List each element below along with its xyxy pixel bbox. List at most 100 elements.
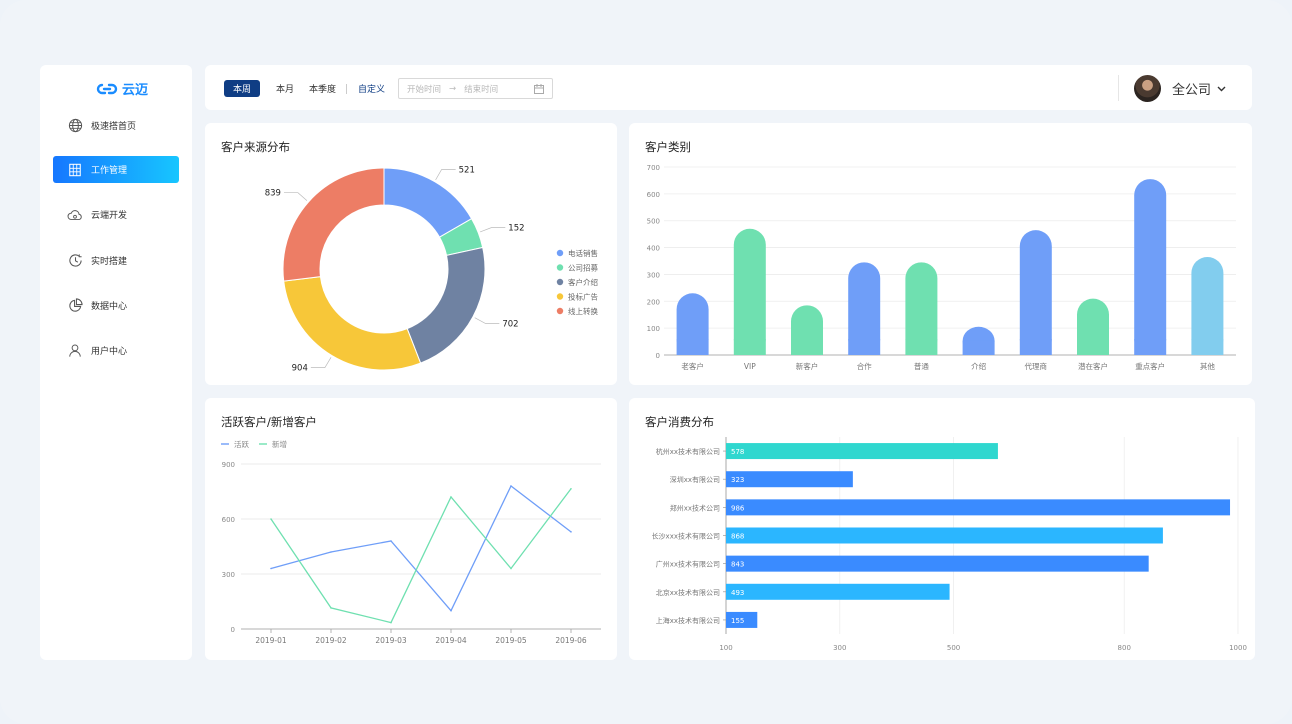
bar-base-7	[1077, 339, 1109, 355]
legend-marker-0	[556, 249, 564, 257]
bar-6	[1019, 230, 1052, 355]
bar-base-5	[962, 340, 995, 355]
x-tick-2: 新客户	[796, 361, 819, 371]
arrow-right-icon: →	[449, 83, 457, 94]
y-tick-6: 上海xx技术有限公司	[656, 616, 720, 625]
y-tick-0: 杭州xx技术有限公司	[656, 447, 720, 456]
period-this-quarter[interactable]: 本季度	[309, 85, 337, 95]
y-tick-2: 郑州xx技术公司	[670, 503, 720, 512]
sidebar-item-label: 云端开发	[91, 211, 128, 221]
start-date-input[interactable]: 开始时间	[407, 84, 442, 95]
sidebar-item-data[interactable]: 数据中心	[53, 292, 179, 319]
y-tick-4: 400	[647, 245, 660, 253]
slice-label-0: 521	[459, 165, 475, 175]
activity-line-chart: 0 300 600 900 2019-01 2019-02 2019-03 2019-04 20…	[221, 439, 601, 645]
period-this-month[interactable]: 本月	[276, 85, 295, 95]
divider	[1118, 75, 1119, 101]
x-tick-6: 代理商	[1025, 361, 1048, 371]
y-tick-2: 600	[222, 516, 235, 524]
legend-label-0: 电话销售	[568, 248, 598, 258]
slice-label-line-0	[435, 169, 456, 181]
point-0-3	[450, 609, 452, 612]
clock-icon	[67, 253, 83, 269]
sidebar-item-work[interactable]: 工作管理	[53, 156, 179, 183]
chevron-down-icon	[1217, 86, 1226, 91]
x-tick-0: 2019-01	[255, 636, 287, 645]
legend-label-1: 新增	[272, 439, 287, 449]
point-1-1	[330, 607, 332, 609]
sidebar-item-user[interactable]: 用户中心	[53, 337, 179, 364]
category-bar-chart: 0 100 200 300 400 500 600 700 老客户 VIP 新客户 合作 普通 介绍 代理商…	[647, 164, 1236, 371]
hbar-label-1: 323	[731, 476, 744, 484]
x-tick-4: 普通	[914, 361, 929, 371]
sidebar-item-label: 用户中心	[91, 347, 128, 357]
avatar[interactable]	[1134, 75, 1161, 102]
y-tick-1: 100	[647, 325, 660, 333]
bar-1	[733, 228, 766, 355]
sidebar-item-label: 数据中心	[91, 302, 128, 312]
x-tick-3: 800	[1118, 644, 1131, 652]
x-tick-5: 2019-06	[555, 636, 587, 645]
globe-icon	[67, 118, 83, 134]
y-tick-1: 深圳xx有限公司	[670, 475, 720, 484]
donut-slice-3	[283, 276, 422, 371]
hbar-3	[726, 527, 1163, 544]
hbar-label-4: 843	[731, 561, 744, 569]
y-tick-0: 0	[656, 352, 660, 360]
point-1-0	[270, 518, 272, 520]
point-1-2	[390, 621, 392, 624]
logo-icon	[96, 83, 118, 94]
card-title: 客户来源分布	[221, 140, 290, 154]
divider	[346, 84, 347, 94]
period-this-week[interactable]: 本周	[224, 80, 261, 97]
hbar-1	[726, 471, 853, 488]
end-date-input[interactable]: 结束时间	[464, 84, 499, 95]
slice-label-1: 152	[508, 224, 524, 234]
bar-4	[905, 262, 938, 355]
sidebar-item-cloud[interactable]: 云端开发	[53, 201, 179, 228]
spending-bar-chart: 100 300 500 800 1000 杭州xx技术有限公司 578 深圳xx有限公司 323…	[652, 437, 1247, 652]
y-tick-2: 200	[647, 298, 660, 306]
logo[interactable]: 云迈	[96, 79, 148, 98]
point-0-0	[270, 567, 272, 570]
hbar-label-5: 493	[731, 589, 744, 597]
series-line-0	[270, 484, 572, 612]
hbar-5	[726, 583, 950, 600]
sidebar-item-realtime[interactable]: 实时搭建	[53, 247, 179, 274]
legend-marker-1	[556, 264, 564, 271]
x-tick-3: 合作	[857, 361, 872, 371]
sidebar-item-home[interactable]: 极速搭首页	[53, 112, 179, 139]
y-tick-3: 900	[222, 461, 235, 469]
slice-label-line-2	[474, 317, 500, 324]
x-tick-1: 2019-02	[315, 636, 347, 645]
donut-slice-2	[406, 246, 486, 364]
x-tick-1: VIP	[744, 362, 756, 371]
y-tick-3: 长沙xxx技术有限公司	[652, 532, 720, 541]
y-tick-1: 300	[222, 571, 235, 579]
bar-8	[1134, 179, 1167, 355]
bar-9	[1191, 256, 1224, 355]
y-tick-7: 700	[647, 164, 660, 172]
period-custom[interactable]: 自定义	[358, 85, 386, 95]
legend-marker-3	[556, 293, 564, 300]
x-tick-3: 2019-04	[435, 636, 467, 645]
bar-base-4	[905, 339, 938, 355]
point-0-1	[330, 551, 332, 553]
y-tick-4: 广州xx技术有限公司	[656, 560, 720, 569]
date-range-picker[interactable]: 开始时间 → 结束时间	[398, 78, 553, 99]
legend-label-1: 公司招募	[568, 263, 598, 273]
hbar-2	[726, 499, 1231, 516]
company-selector[interactable]: 全公司	[1172, 79, 1226, 98]
legend-marker-2	[556, 278, 564, 286]
y-tick-0: 0	[231, 626, 235, 634]
card-title: 客户类别	[645, 140, 691, 154]
sidebar: 云迈 极速搭首页 工作管理 云端开发 实时搭建 数据中心 用户中心	[40, 65, 192, 660]
x-tick-9: 其他	[1200, 361, 1215, 371]
card-title: 客户消费分布	[645, 415, 714, 429]
slice-label-line-1	[479, 227, 506, 233]
x-tick-1: 300	[833, 644, 846, 652]
point-1-5	[570, 487, 572, 490]
y-tick-5: 北京xx技术有限公司	[656, 588, 720, 597]
sidebar-item-label: 工作管理	[91, 166, 128, 176]
